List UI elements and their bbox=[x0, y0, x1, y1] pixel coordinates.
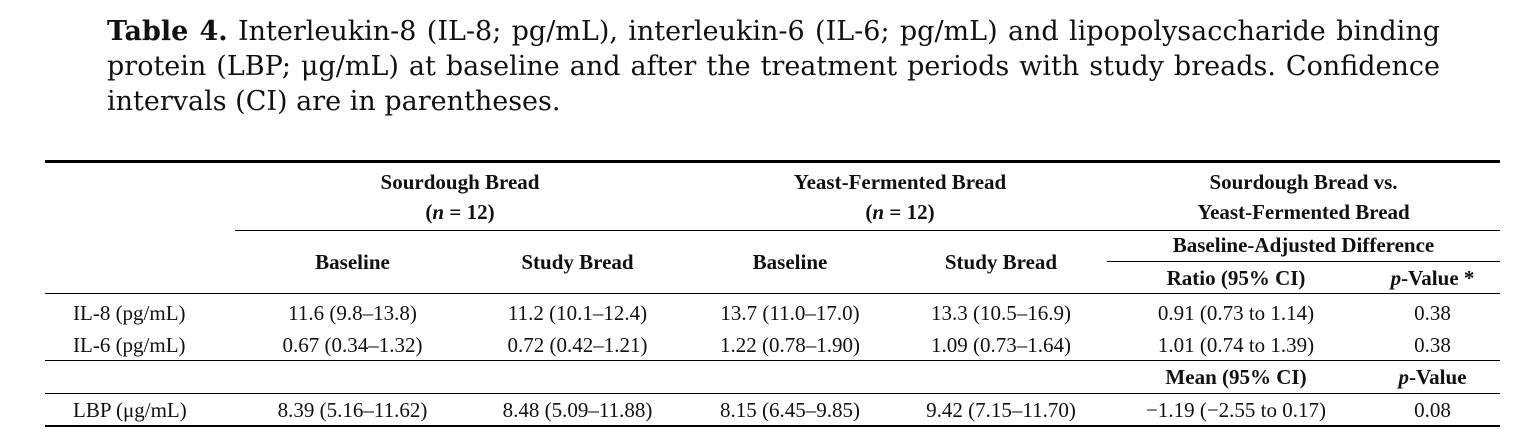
row-il6-study-sourdough: 0.72 (0.42–1.21) bbox=[507, 333, 648, 357]
lbp-header-rule bbox=[45, 360, 1500, 361]
col-mean: Mean (95% CI) bbox=[1165, 365, 1307, 389]
row-lbp-pvalue: 0.08 bbox=[1414, 398, 1451, 422]
group-comparison-title-2: Yeast-Fermented Bread bbox=[1197, 200, 1410, 224]
row-lbp-mean: −1.19 (−2.55 to 0.17) bbox=[1145, 398, 1326, 422]
group-sourdough-n: (n = 12) bbox=[425, 200, 495, 224]
col-adjusted-difference: Baseline-Adjusted Difference bbox=[1172, 233, 1435, 257]
row-il8-baseline-yeast: 13.7 (11.0–17.0) bbox=[720, 301, 860, 325]
row-lbp-study-yeast: 9.42 (7.15–11.70) bbox=[926, 398, 1076, 422]
col-study-yeast: Study Bread bbox=[944, 250, 1058, 274]
bottom-rule bbox=[45, 425, 1500, 427]
row-il6-baseline-sourdough: 0.67 (0.34–1.32) bbox=[282, 333, 423, 357]
top-rule bbox=[45, 160, 1500, 163]
row-il6-study-yeast: 1.09 (0.73–1.64) bbox=[931, 333, 1071, 357]
col-ratio: Ratio (95% CI) bbox=[1166, 266, 1306, 290]
col-study-sourdough: Study Bread bbox=[521, 250, 634, 274]
row-il8-study-yeast: 13.3 (10.5–16.9) bbox=[931, 301, 1071, 325]
row-lbp-baseline-yeast: 8.15 (6.45–9.85) bbox=[720, 398, 860, 422]
row-il6-label: IL-6 (pg/mL) bbox=[73, 333, 186, 357]
caption-label: Table 4. bbox=[107, 16, 228, 47]
row-il6-ratio: 1.01 (0.74 to 1.39) bbox=[1157, 333, 1315, 357]
caption-text: Interleukin-8 (IL-8; pg/mL), interleukin… bbox=[107, 16, 1440, 117]
group-yeast-title: Yeast-Fermented Bread bbox=[793, 170, 1007, 194]
row-lbp-study-sourdough: 8.48 (5.09–11.88) bbox=[502, 398, 653, 422]
col-baseline-yeast: Baseline bbox=[752, 250, 828, 274]
row-il6-pvalue: 0.38 bbox=[1414, 333, 1451, 357]
row-il8-baseline-sourdough: 11.6 (9.8–13.8) bbox=[288, 301, 417, 325]
mean-subrule bbox=[45, 393, 1500, 394]
row-il8-label: IL-8 (pg/mL) bbox=[73, 301, 186, 325]
table-caption: Table 4. Interleukin-8 (IL-8; pg/mL), in… bbox=[107, 14, 1440, 119]
header-bottom-rule bbox=[45, 293, 1500, 294]
row-lbp-baseline-sourdough: 8.39 (5.16–11.62) bbox=[277, 398, 428, 422]
results-table: Sourdough Bread (n = 12) Yeast-Fermented… bbox=[45, 160, 1500, 428]
col-pvalue: p-Value bbox=[1398, 365, 1467, 389]
col-pvalue-star: p-Value * bbox=[1390, 266, 1475, 290]
group-comparison-title-1: Sourdough Bread vs. bbox=[1209, 170, 1398, 194]
row-il8-ratio: 0.91 (0.73 to 1.14) bbox=[1157, 301, 1315, 325]
group-sourdough-title: Sourdough Bread bbox=[380, 170, 540, 194]
row-il8-pvalue: 0.38 bbox=[1414, 301, 1451, 325]
row-lbp-label: LBP (μg/mL) bbox=[73, 398, 187, 422]
row-il6-baseline-yeast: 1.22 (0.78–1.90) bbox=[720, 333, 860, 357]
group-yeast-n: (n = 12) bbox=[865, 200, 935, 224]
col-baseline-sourdough: Baseline bbox=[315, 250, 390, 274]
adjusted-subrule bbox=[1107, 261, 1500, 262]
header-subrule bbox=[235, 230, 1500, 231]
row-il8-study-sourdough: 11.2 (10.1–12.4) bbox=[507, 301, 648, 325]
